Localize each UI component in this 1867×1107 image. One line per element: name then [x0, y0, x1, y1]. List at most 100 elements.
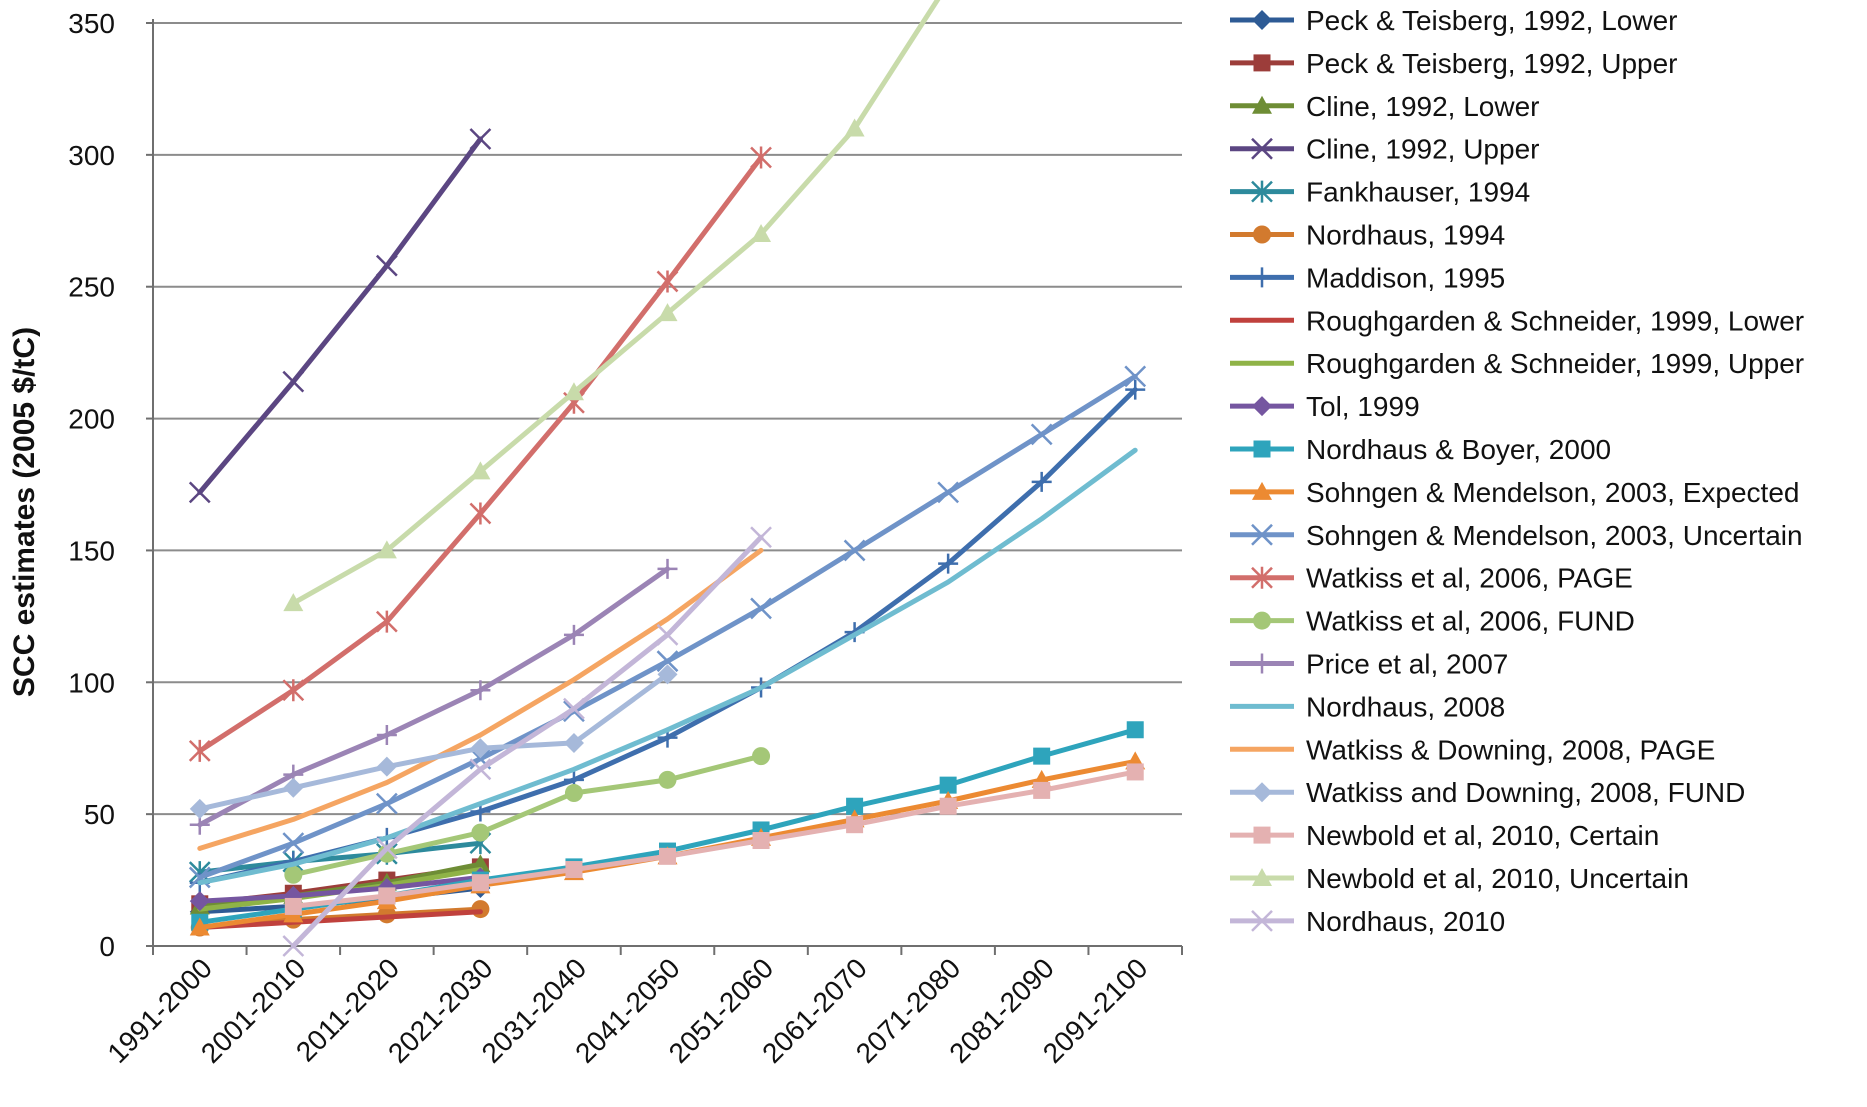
data-point-marker: [938, 553, 959, 574]
legend-label: Newbold et al, 2010, Certain: [1306, 820, 1659, 851]
y-axis-title: SCC estimates (2005 $/tC): [8, 327, 41, 697]
data-point-marker: [846, 797, 864, 815]
legend-label: Watkiss et al, 2006, PAGE: [1306, 563, 1633, 594]
series-line: [197, 155, 764, 754]
legend-label: Peck & Teisberg, 1992, Upper: [1306, 48, 1677, 79]
legend-marker: [1251, 180, 1273, 203]
legend-label: Cline, 1992, Upper: [1306, 134, 1539, 165]
legend-marker: [1251, 137, 1273, 160]
legend-label: Tol, 1999: [1306, 391, 1420, 422]
legend-item-newbold-et-al-2010-uncertain: Newbold et al, 2010, Uncertain: [1230, 863, 1689, 894]
legend-item-nordhaus-2008: Nordhaus, 2008: [1230, 691, 1505, 722]
data-point-marker: [750, 526, 772, 549]
data-point-marker: [377, 844, 396, 863]
legend-label: Roughgarden & Schneider, 1999, Lower: [1306, 305, 1804, 336]
data-point-marker: [282, 832, 305, 855]
series-line: [197, 909, 483, 930]
legend-item-cline-1992-lower: Cline, 1992, Lower: [1230, 91, 1539, 122]
data-point-marker: [470, 680, 491, 701]
data-point-marker: [939, 797, 957, 815]
y-tick-label: 300: [68, 140, 115, 171]
data-point-marker: [470, 461, 491, 480]
series-watkiss-and-downing-2008-fund: [189, 664, 678, 819]
data-point-marker: [656, 650, 679, 673]
data-point-marker: [375, 254, 398, 277]
series-nordhaus-2010: [282, 526, 772, 957]
data-point-marker: [283, 593, 304, 612]
legend-marker: [1253, 440, 1271, 458]
data-point-marker: [656, 623, 679, 646]
data-point-marker: [284, 865, 303, 884]
series-line: [197, 874, 483, 904]
series-line: [290, 534, 764, 949]
data-point-marker: [282, 679, 305, 702]
data-point-marker: [658, 770, 677, 789]
data-point-marker: [752, 747, 771, 766]
legend-item-sohngen-mendelson-2003-expected: Sohngen & Mendelson, 2003, Expected: [1230, 477, 1799, 508]
data-point-marker: [843, 539, 866, 562]
legend-marker: [1252, 481, 1272, 500]
data-point-marker: [189, 798, 210, 819]
legend-label: Newbold et al, 2010, Uncertain: [1306, 863, 1689, 894]
series-watkiss-et-al-2006-page: [188, 146, 772, 762]
grid-layer: [153, 22, 1182, 816]
legend-marker: [1251, 523, 1273, 546]
y-tick-label: 250: [68, 272, 115, 303]
data-point-marker: [563, 732, 584, 753]
legend-marker: [1251, 910, 1273, 932]
legend-item-cline-1992-upper: Cline, 1992, Upper: [1230, 134, 1539, 165]
legend-marker: [1253, 225, 1271, 244]
legend-item-price-et-al-2007: Price et al, 2007: [1230, 649, 1508, 680]
data-point-marker: [844, 118, 865, 137]
legend-marker: [1252, 267, 1272, 288]
series-sohngen-mendelson-2003-uncertain: [188, 365, 1147, 889]
data-point-marker: [1033, 781, 1051, 799]
legend-marker: [1252, 95, 1272, 114]
legend-marker: [1253, 54, 1271, 72]
legend-item-peck-teisberg-1992-lower: Peck & Teisberg, 1992, Lower: [1230, 5, 1677, 36]
data-point-marker: [375, 837, 398, 860]
y-tick-label: 0: [99, 931, 115, 962]
data-point-marker: [564, 784, 583, 803]
y-tick-label: 350: [68, 8, 115, 39]
data-point-marker: [846, 816, 864, 834]
legend: Peck & Teisberg, 1992, Lower Peck & Teisb…: [1230, 5, 1804, 937]
series-line: [197, 671, 670, 812]
legend-item-peck-teisberg-1992-upper: Peck & Teisberg, 1992, Upper: [1230, 48, 1677, 79]
legend-item-sohngen-mendelson-2003-uncertain: Sohngen & Mendelson, 2003, Uncertain: [1230, 520, 1803, 551]
series-roughgarden-schneider-1999-lower: [197, 909, 483, 930]
data-point-marker: [284, 897, 302, 915]
y-tick-label: 150: [68, 535, 115, 566]
data-point-marker: [1126, 763, 1144, 781]
data-point-marker: [657, 664, 678, 685]
legend-item-nordhaus-boyer-2000: Nordhaus & Boyer, 2000: [1230, 434, 1611, 465]
y-tick-label: 200: [68, 404, 115, 435]
legend-item-nordhaus-2010: Nordhaus, 2010: [1230, 906, 1505, 937]
legend-item-watkiss-and-downing-2008-fund: Watkiss and Downing, 2008, FUND: [1230, 777, 1745, 808]
data-point-marker: [659, 847, 676, 865]
data-point-marker: [378, 887, 396, 905]
legend-label: Watkiss et al, 2006, FUND: [1306, 606, 1635, 637]
legend-item-watkiss-downing-2008-page: Watkiss & Downing, 2008, PAGE: [1230, 734, 1715, 765]
data-point-marker: [752, 832, 770, 850]
y-tick-label: 50: [84, 799, 115, 830]
legend-item-fankhauser-1994: Fankhauser, 1994: [1230, 177, 1530, 208]
series-watkiss-et-al-2006-fund: [284, 747, 771, 884]
legend-label: Cline, 1992, Lower: [1306, 91, 1539, 122]
data-point-marker: [750, 146, 772, 169]
data-point-marker: [1031, 471, 1052, 492]
data-point-marker: [376, 756, 397, 777]
series-line: [197, 447, 1138, 886]
legend-item-maddison-1995: Maddison, 1995: [1230, 262, 1505, 293]
series-layer: [188, 0, 1147, 957]
data-point-marker: [188, 866, 211, 889]
data-point-marker: [469, 502, 492, 525]
series-cline-1992-upper: [188, 128, 492, 504]
legend-label: Nordhaus, 2010: [1306, 906, 1505, 937]
data-point-marker: [563, 382, 584, 401]
data-point-marker: [469, 758, 492, 781]
data-point-marker: [750, 597, 772, 620]
data-point-marker: [470, 738, 491, 759]
data-point-marker: [1125, 379, 1146, 400]
